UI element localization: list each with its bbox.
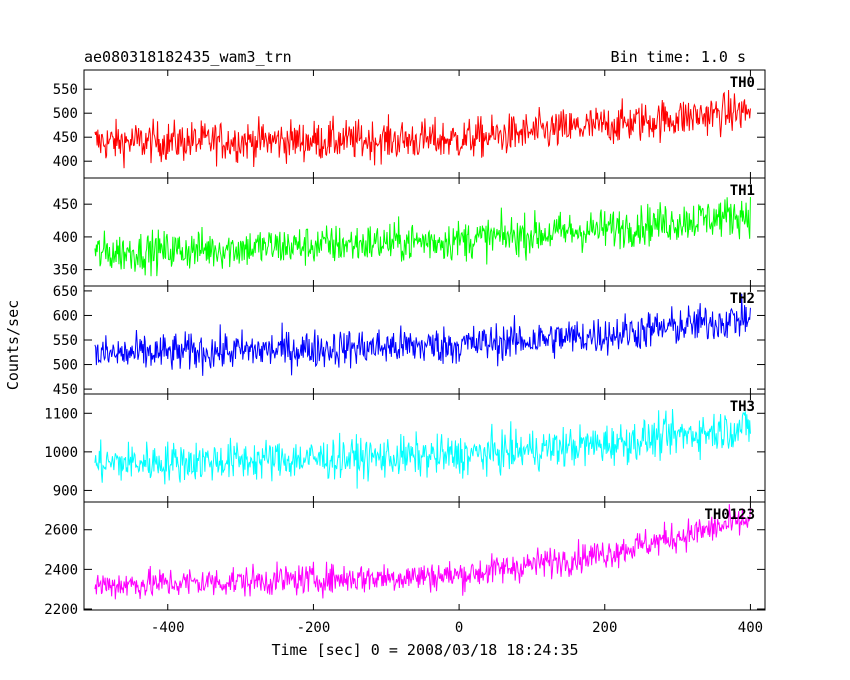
panel-label-th0123: TH0123: [704, 507, 755, 523]
panel-frame: [83, 177, 766, 287]
y-tick-label: 1100: [44, 406, 78, 422]
panel-frame: [83, 285, 766, 395]
y-axis-label: Counts/sec: [4, 300, 22, 390]
x-tick-label: 0: [455, 620, 463, 636]
panel-th1: 350 400 450 TH1: [53, 177, 766, 287]
bin-time-label: Bin time: 1.0 s: [611, 48, 746, 66]
x-tick-label: -400: [151, 620, 185, 636]
x-axis-label: Time [sec] 0 = 2008/03/18 18:24:35: [271, 641, 578, 659]
series-line-th1: [94, 197, 751, 277]
y-tick-label: 2400: [44, 562, 78, 578]
series-line-th3: [94, 409, 751, 489]
y-tick-label: 600: [53, 308, 78, 324]
y-tick-label: 450: [53, 130, 78, 146]
panel-th0123: 2200 2400 2600 TH0123: [44, 501, 766, 618]
x-tick-label: 400: [738, 620, 763, 636]
panel-label-th0: TH0: [730, 75, 755, 91]
y-tick-label: 2200: [44, 602, 78, 618]
panel-label-th3: TH3: [730, 399, 755, 415]
series-line-th0: [94, 89, 751, 169]
y-tick-label: 400: [53, 230, 78, 246]
series-line-th0123: [94, 504, 751, 600]
chart-title: ae080318182435_wam3_trn: [84, 48, 292, 66]
series-line-th2: [94, 293, 751, 376]
y-tick-label: 500: [53, 106, 78, 122]
y-tick-label: 400: [53, 154, 78, 170]
panel-th2: 450 500 550 600 650 TH2: [53, 284, 766, 398]
panel-th0: 400 450 500 550 TH0: [53, 69, 766, 179]
panels-group: 400 450 500 550 TH0 350 400 450 TH1 450 500 550 600 6…: [44, 69, 766, 636]
panel-label-th2: TH2: [730, 291, 755, 307]
panel-frame: [83, 501, 766, 611]
y-tick-label: 450: [53, 382, 78, 398]
x-tick-label: -200: [297, 620, 331, 636]
y-tick-label: 450: [53, 197, 78, 213]
y-tick-label: 1000: [44, 445, 78, 461]
panel-label-th1: TH1: [730, 183, 755, 199]
y-tick-label: 650: [53, 284, 78, 300]
x-tick-label: 200: [592, 620, 617, 636]
y-tick-label: 350: [53, 263, 78, 279]
y-tick-label: 900: [53, 483, 78, 499]
y-tick-label: 550: [53, 333, 78, 349]
y-tick-label: 550: [53, 82, 78, 98]
y-tick-label: 2600: [44, 523, 78, 539]
panel-th3: 900 1000 1100 TH3: [44, 393, 766, 503]
y-tick-label: 500: [53, 358, 78, 374]
